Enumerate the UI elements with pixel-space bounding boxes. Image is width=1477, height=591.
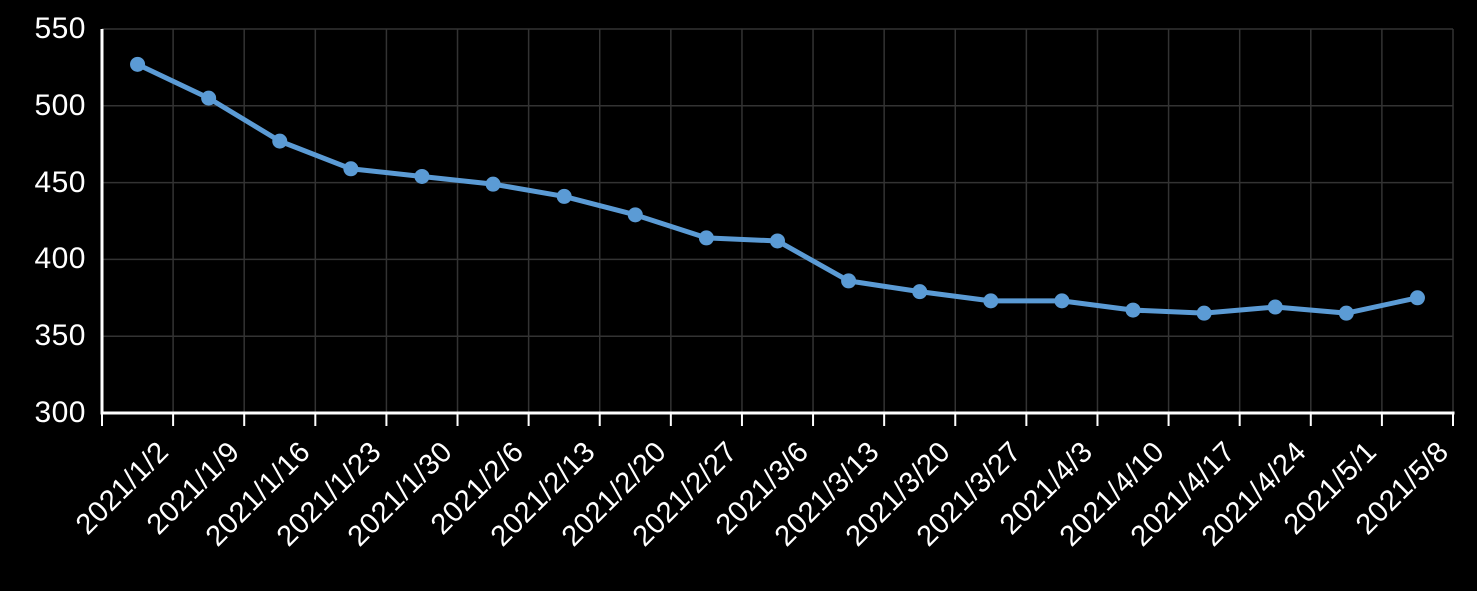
data-point-marker — [1267, 299, 1283, 315]
y-axis-tick-label: 350 — [34, 319, 86, 353]
data-point-marker — [201, 90, 217, 106]
data-point-marker — [130, 56, 146, 72]
y-axis-tick-label: 550 — [34, 12, 86, 45]
data-point-marker — [272, 133, 288, 149]
data-point-marker — [556, 188, 572, 204]
series-line — [135, 61, 1420, 316]
data-point-marker — [627, 207, 643, 223]
data-point-marker — [343, 161, 359, 177]
data-point-marker — [841, 273, 857, 289]
data-point-marker — [485, 176, 501, 192]
data-point-marker — [1196, 305, 1212, 321]
y-axis-tick-label: 400 — [34, 242, 86, 276]
data-point-marker — [1125, 302, 1141, 318]
data-point-marker — [1409, 290, 1425, 306]
data-point-marker — [414, 168, 430, 184]
y-axis-tick-label: 450 — [34, 165, 86, 199]
data-point-marker — [1054, 293, 1070, 309]
y-axis-tick-label: 500 — [34, 88, 86, 122]
data-point-marker — [698, 230, 714, 246]
y-axis-tick-label: 300 — [34, 396, 86, 429]
data-point-marker — [770, 233, 785, 249]
data-point-marker — [1338, 305, 1354, 321]
data-point-marker — [912, 284, 928, 300]
data-point-marker — [983, 293, 999, 309]
